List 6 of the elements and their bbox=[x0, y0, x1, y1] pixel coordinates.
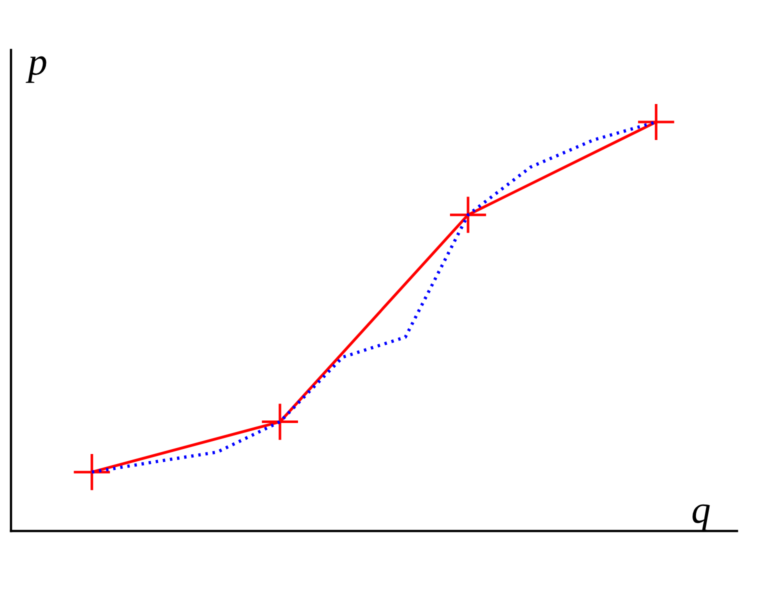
y-axis-title: p bbox=[26, 56, 46, 83]
x-axis-title: q bbox=[692, 504, 710, 531]
point bbox=[450, 196, 486, 233]
point bbox=[638, 104, 674, 140]
point bbox=[74, 454, 110, 490]
point bbox=[262, 404, 298, 440]
